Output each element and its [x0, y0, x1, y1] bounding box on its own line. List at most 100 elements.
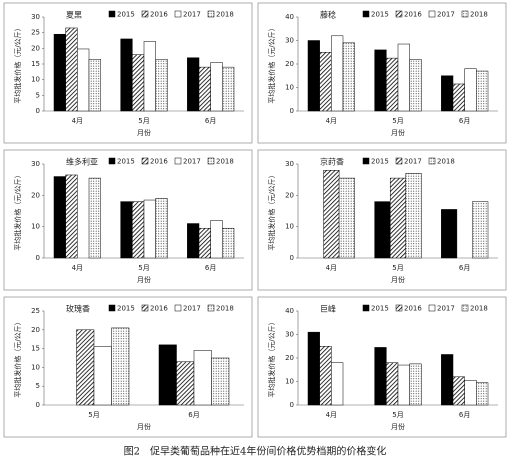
- legend-label: 2015: [371, 305, 389, 313]
- y-tick-label: 0: [290, 401, 294, 409]
- x-tick-label: 5月: [392, 411, 403, 419]
- legend-swatch: [395, 10, 403, 18]
- legend-swatch: [141, 157, 149, 165]
- legend-label: 2015: [117, 158, 135, 166]
- y-axis-label: 平均批发价格（元/公斤）: [267, 318, 276, 397]
- legend-swatch: [141, 304, 149, 312]
- bar: [143, 199, 156, 259]
- y-tick-label: 10: [31, 363, 40, 371]
- bar: [452, 83, 465, 112]
- y-tick-label: 25: [31, 307, 40, 315]
- bar: [409, 59, 422, 112]
- y-tick-label: 40: [285, 307, 294, 315]
- x-axis-label: 月份: [137, 422, 151, 431]
- legend-label: 2017: [437, 11, 455, 19]
- y-tick-label: 20: [285, 191, 294, 199]
- bar: [111, 327, 130, 406]
- panel-border: [257, 2, 507, 144]
- panel-title: 玫瑰香: [66, 304, 90, 314]
- bar: [342, 42, 355, 112]
- legend-label: 2018: [216, 158, 234, 166]
- x-axis-label: 月份: [391, 128, 405, 137]
- legend-label: 2017: [183, 11, 201, 19]
- legend-label: 2016: [150, 305, 168, 313]
- bar: [176, 361, 195, 406]
- legend-label: 2018: [437, 158, 455, 166]
- y-tick-label: 5: [36, 382, 40, 390]
- y-axis-label: 平均批发价格（元/公斤）: [267, 24, 276, 103]
- bar: [155, 59, 168, 112]
- y-axis-label: 平均批发价格（元/公斤）: [13, 318, 22, 397]
- legend-label: 2017: [183, 305, 201, 313]
- y-tick-label: 40: [285, 13, 294, 21]
- legend-swatch: [108, 157, 116, 165]
- bar: [397, 364, 410, 406]
- bar: [76, 329, 95, 406]
- bar: [132, 201, 145, 259]
- legend-swatch: [428, 304, 436, 312]
- bar: [53, 176, 66, 259]
- legend-swatch: [207, 10, 215, 18]
- x-tick-label: 6月: [459, 117, 470, 125]
- legend-label: 2017: [437, 305, 455, 313]
- bar: [476, 382, 489, 406]
- panel-title: 维多利亚: [66, 157, 98, 167]
- bar: [319, 346, 332, 406]
- x-tick-label: 4月: [326, 117, 337, 125]
- y-tick-label: 10: [285, 378, 294, 386]
- panel-border: [257, 149, 507, 291]
- bar: [155, 198, 168, 259]
- legend-swatch: [207, 157, 215, 165]
- bar: [222, 66, 235, 112]
- bar: [441, 75, 454, 112]
- panel-title: 巨峰: [320, 304, 336, 314]
- y-tick-label: 20: [285, 60, 294, 68]
- legend-swatch: [395, 157, 403, 165]
- legend-swatch: [461, 304, 469, 312]
- legend-swatch: [108, 10, 116, 18]
- bar: [307, 40, 320, 112]
- caption: 图2 促早类葡萄品种在近4年份间价格优势档期的价格变化: [124, 445, 387, 458]
- bar: [132, 54, 145, 112]
- y-tick-label: 10: [285, 223, 294, 231]
- x-tick-label: 4月: [72, 264, 83, 272]
- y-tick-label: 30: [31, 13, 40, 21]
- x-tick-label: 5月: [138, 117, 149, 125]
- bar: [120, 201, 133, 259]
- bar: [386, 57, 399, 112]
- x-tick-label: 4月: [72, 117, 83, 125]
- y-tick-label: 15: [31, 345, 40, 353]
- y-tick-label: 0: [290, 254, 294, 262]
- panel-border: [257, 296, 507, 438]
- bar: [222, 227, 235, 259]
- bar: [65, 27, 78, 112]
- bar: [77, 48, 90, 112]
- bar: [331, 362, 344, 406]
- bar: [88, 177, 101, 259]
- legend-label: 2018: [470, 11, 488, 19]
- y-axis-label: 平均批发价格（元/公斤）: [267, 171, 276, 250]
- legend-swatch: [108, 304, 116, 312]
- legend-label: 2015: [371, 11, 389, 19]
- legend-label: 2017: [183, 158, 201, 166]
- y-tick-label: 25: [31, 29, 40, 37]
- y-tick-label: 20: [285, 354, 294, 362]
- legend-label: 2018: [216, 11, 234, 19]
- legend-label: 2015: [117, 11, 135, 19]
- y-tick-label: 10: [31, 223, 40, 231]
- y-tick-label: 10: [31, 76, 40, 84]
- x-tick-label: 6月: [205, 117, 216, 125]
- legend-swatch: [207, 304, 215, 312]
- x-axis-label: 月份: [391, 422, 405, 431]
- x-tick-label: 5月: [392, 264, 403, 272]
- bar: [405, 173, 422, 259]
- bar: [464, 380, 477, 406]
- panel-title: 京莳香: [320, 157, 344, 167]
- panel-border: [3, 2, 253, 144]
- x-axis-label: 月份: [137, 128, 151, 137]
- bar: [187, 223, 200, 259]
- bar: [307, 331, 320, 406]
